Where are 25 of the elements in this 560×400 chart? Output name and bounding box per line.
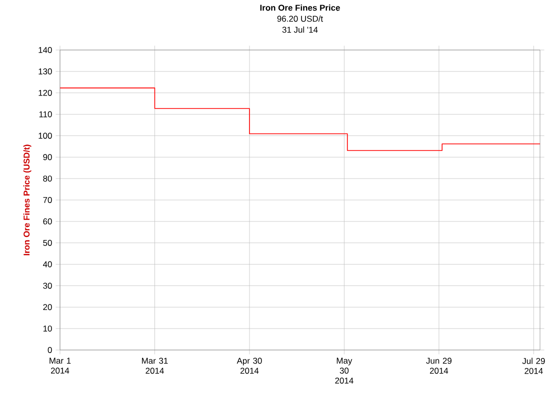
y-tick-label: 110 xyxy=(39,111,52,118)
y-tick-label: 0 xyxy=(48,347,52,353)
y-tick-label: 20 xyxy=(43,304,52,310)
x-tick-label: Mar 1 2014 xyxy=(50,358,71,374)
y-tick-label: 30 xyxy=(43,282,52,289)
y-tick-label: 120 xyxy=(38,90,52,96)
x-tick-label: Jun 29 2014 xyxy=(426,358,452,374)
chart-subtitle: 96.20 USD/t xyxy=(277,16,323,22)
y-tick-label: 90 xyxy=(43,154,52,160)
x-tick-label: Apr 30 2014 xyxy=(236,358,262,374)
y-tick-label: 130 xyxy=(38,68,52,74)
y-tick-label: 60 xyxy=(43,218,52,224)
y-tick-label: 100 xyxy=(38,132,52,139)
y-tick-label: 50 xyxy=(43,240,52,246)
chart-title: Iron Ore Fines Price xyxy=(260,4,340,11)
y-tick-label: 10 xyxy=(43,326,52,332)
x-tick-label: Mar 31 2014 xyxy=(142,358,168,374)
y-tick-label: 70 xyxy=(43,197,52,203)
text: 31 Jul '14 xyxy=(282,26,318,33)
y-tick-label: 80 xyxy=(43,176,52,182)
y-axis-title: Iron Ore Fines Price (USD/t) xyxy=(23,144,32,256)
y-tick-label: 140 xyxy=(38,47,52,53)
x-tick-label: May 30 2014 xyxy=(335,358,354,384)
x-tick-label: Jul 29 2014 xyxy=(522,358,545,374)
y-tick-label: 40 xyxy=(42,261,52,268)
